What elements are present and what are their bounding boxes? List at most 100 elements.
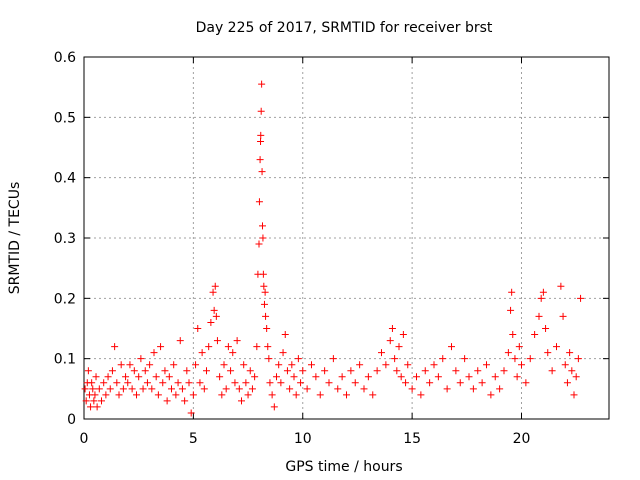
data-point [452, 367, 460, 375]
data-point [146, 361, 154, 369]
data-point [563, 379, 571, 387]
grid [84, 57, 609, 419]
data-point [126, 361, 134, 369]
data-point [150, 349, 158, 357]
data-point [253, 343, 261, 351]
x-tick-label: 10 [294, 431, 312, 447]
data-point [168, 385, 175, 393]
data-point [388, 325, 396, 332]
data-point [128, 385, 136, 393]
data-point [231, 379, 239, 387]
data-point [91, 391, 99, 399]
data-point [262, 312, 270, 320]
data-point [235, 385, 243, 393]
data-point [373, 367, 381, 375]
y-tick-label: 0.6 [54, 50, 76, 66]
data-point [515, 343, 523, 351]
data-point [290, 373, 298, 381]
data-point [259, 270, 267, 278]
data-point [391, 355, 399, 363]
data-point [194, 325, 202, 332]
data-point [417, 391, 425, 399]
data-point [185, 379, 193, 387]
data-point [222, 385, 230, 393]
data-point [102, 391, 110, 399]
data-point [260, 300, 268, 308]
data-point [535, 312, 543, 320]
data-point [273, 373, 280, 381]
data-point [189, 391, 197, 399]
data-point [227, 367, 235, 375]
data-point [461, 355, 469, 363]
data-point [256, 156, 264, 164]
data-point [430, 361, 438, 369]
data-point [154, 391, 162, 399]
data-point [553, 343, 560, 351]
data-point [111, 343, 119, 351]
y-tick-label: 0.2 [54, 291, 76, 307]
data-point [84, 367, 92, 375]
data-point [93, 403, 101, 411]
data-point [135, 373, 143, 381]
data-point [277, 379, 285, 387]
data-point [106, 385, 114, 393]
data-point [216, 373, 224, 381]
data-point [548, 367, 556, 375]
data-point [198, 349, 206, 357]
data-point [141, 367, 149, 375]
data-point [566, 349, 574, 357]
data-point [537, 294, 545, 302]
data-point [325, 379, 333, 387]
data-point [183, 367, 191, 375]
data-point [82, 397, 90, 405]
data-point [108, 367, 116, 375]
data-point [338, 373, 346, 381]
data-point [159, 379, 167, 387]
data-point [263, 325, 271, 332]
data-point [426, 379, 434, 387]
data-point [170, 361, 178, 369]
data-point [343, 391, 350, 399]
data-point [539, 288, 547, 296]
x-tick-label: 0 [80, 431, 89, 447]
data-point [213, 337, 221, 345]
data-point [395, 343, 403, 351]
data-point [443, 385, 451, 393]
data-point [255, 240, 263, 248]
data-point [297, 379, 305, 387]
data-point [518, 361, 525, 369]
data-point [259, 222, 266, 230]
data-point [509, 331, 517, 339]
data-point [496, 385, 504, 393]
y-tick-label: 0.1 [54, 352, 76, 368]
data-point [139, 385, 147, 393]
data-point [187, 409, 195, 417]
data-point [334, 385, 342, 393]
data-point [224, 343, 232, 351]
x-tick-label: 20 [513, 431, 531, 447]
data-point [364, 373, 372, 381]
data-point [574, 355, 582, 363]
data-point [321, 367, 329, 375]
data-point [270, 403, 278, 411]
data-point [308, 361, 315, 369]
data-point [561, 361, 569, 369]
data-point [98, 397, 105, 405]
data-point [196, 379, 204, 387]
data-point [469, 385, 477, 393]
data-point [413, 373, 420, 381]
data-point [211, 282, 219, 290]
data-point [511, 355, 519, 363]
data-point [88, 379, 96, 387]
data-point [122, 373, 130, 381]
data-point [542, 325, 550, 332]
data-point [257, 137, 265, 145]
data-point [255, 198, 263, 206]
data-point [369, 391, 377, 399]
data-point [260, 282, 268, 290]
data-point [240, 361, 248, 369]
data-point [265, 355, 273, 363]
data-point [399, 331, 407, 339]
data-point [504, 349, 512, 357]
y-tick-label: 0.3 [54, 231, 76, 247]
